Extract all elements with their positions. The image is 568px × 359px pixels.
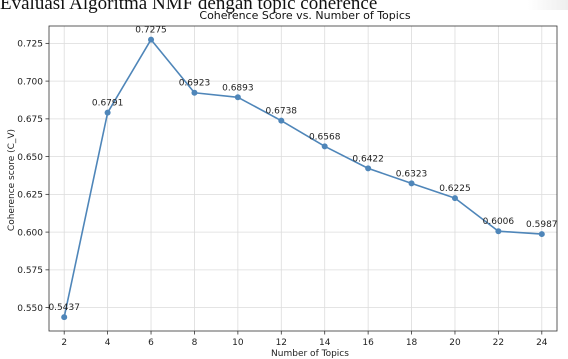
series-line (63, 38, 542, 318)
data-label: 0.7275 (135, 26, 167, 36)
y-axis-title: Coherence score (C_V) (7, 129, 17, 231)
y-tick-label: 0.675 (17, 115, 43, 125)
data-label: 0.6422 (352, 154, 384, 164)
x-tick-label: 20 (449, 338, 461, 348)
data-point (538, 231, 545, 238)
heading-fade-overlay (528, 0, 568, 10)
data-label: 0.6006 (483, 217, 515, 227)
y-tick-label: 0.575 (17, 266, 43, 276)
data-label: 0.6791 (92, 99, 124, 109)
x-tick-label: 16 (362, 338, 374, 348)
data-point (104, 109, 111, 116)
data-point (61, 314, 68, 321)
document-heading: Evaluasi Algoritma NMF dengan topic cohe… (0, 0, 378, 14)
y-tick-label: 0.725 (17, 40, 43, 50)
data-point (148, 36, 155, 43)
data-point (495, 228, 502, 235)
data-point (234, 94, 241, 101)
y-tick-label: 0.625 (17, 191, 43, 201)
data-label: 0.6568 (309, 132, 341, 142)
y-tick-label: 0.600 (17, 228, 43, 238)
axis-ticks: 2 4 6 8 10 12 14 16 18 20 22 240.5500.5750.6000.625… (17, 40, 548, 348)
x-tick-label: 10 (232, 338, 244, 348)
x-tick-label: 4 (105, 338, 111, 348)
series-layer (61, 36, 545, 321)
data-point (408, 180, 415, 187)
data-label: 0.6738 (266, 107, 298, 117)
y-tick-label: 0.550 (17, 304, 43, 314)
chart-title: Coherence Score vs. Number of Topics (199, 9, 410, 22)
gridlines (49, 26, 557, 331)
y-tick-label: 0.700 (17, 77, 43, 87)
data-point (278, 117, 285, 124)
x-tick-label: 14 (319, 338, 331, 348)
x-tick-label: 18 (406, 338, 418, 348)
x-tick-label: 12 (276, 338, 287, 348)
x-tick-label: 24 (536, 338, 548, 348)
x-tick-label: 22 (493, 338, 504, 348)
data-label: 0.6323 (396, 169, 428, 179)
data-point (451, 195, 458, 202)
data-label: 0.6225 (439, 184, 471, 194)
x-axis-title: Number of Topics (271, 349, 349, 359)
x-tick-label: 6 (148, 338, 154, 348)
data-label: 0.6923 (179, 79, 211, 89)
data-point (365, 165, 372, 172)
data-point (321, 143, 328, 150)
data-point (191, 89, 198, 96)
data-label: 0.6893 (222, 83, 254, 93)
y-tick-label: 0.650 (17, 153, 43, 163)
data-label-layer: 0.5437 0.6791 0.7275 0.6923 0.6893 0.6738 0.65… (48, 26, 557, 314)
data-label: 0.5987 (526, 220, 558, 230)
data-label: 0.5437 (48, 303, 80, 313)
x-tick-label: 8 (192, 338, 198, 348)
plot-frame (48, 25, 558, 332)
x-tick-label: 2 (61, 338, 67, 348)
